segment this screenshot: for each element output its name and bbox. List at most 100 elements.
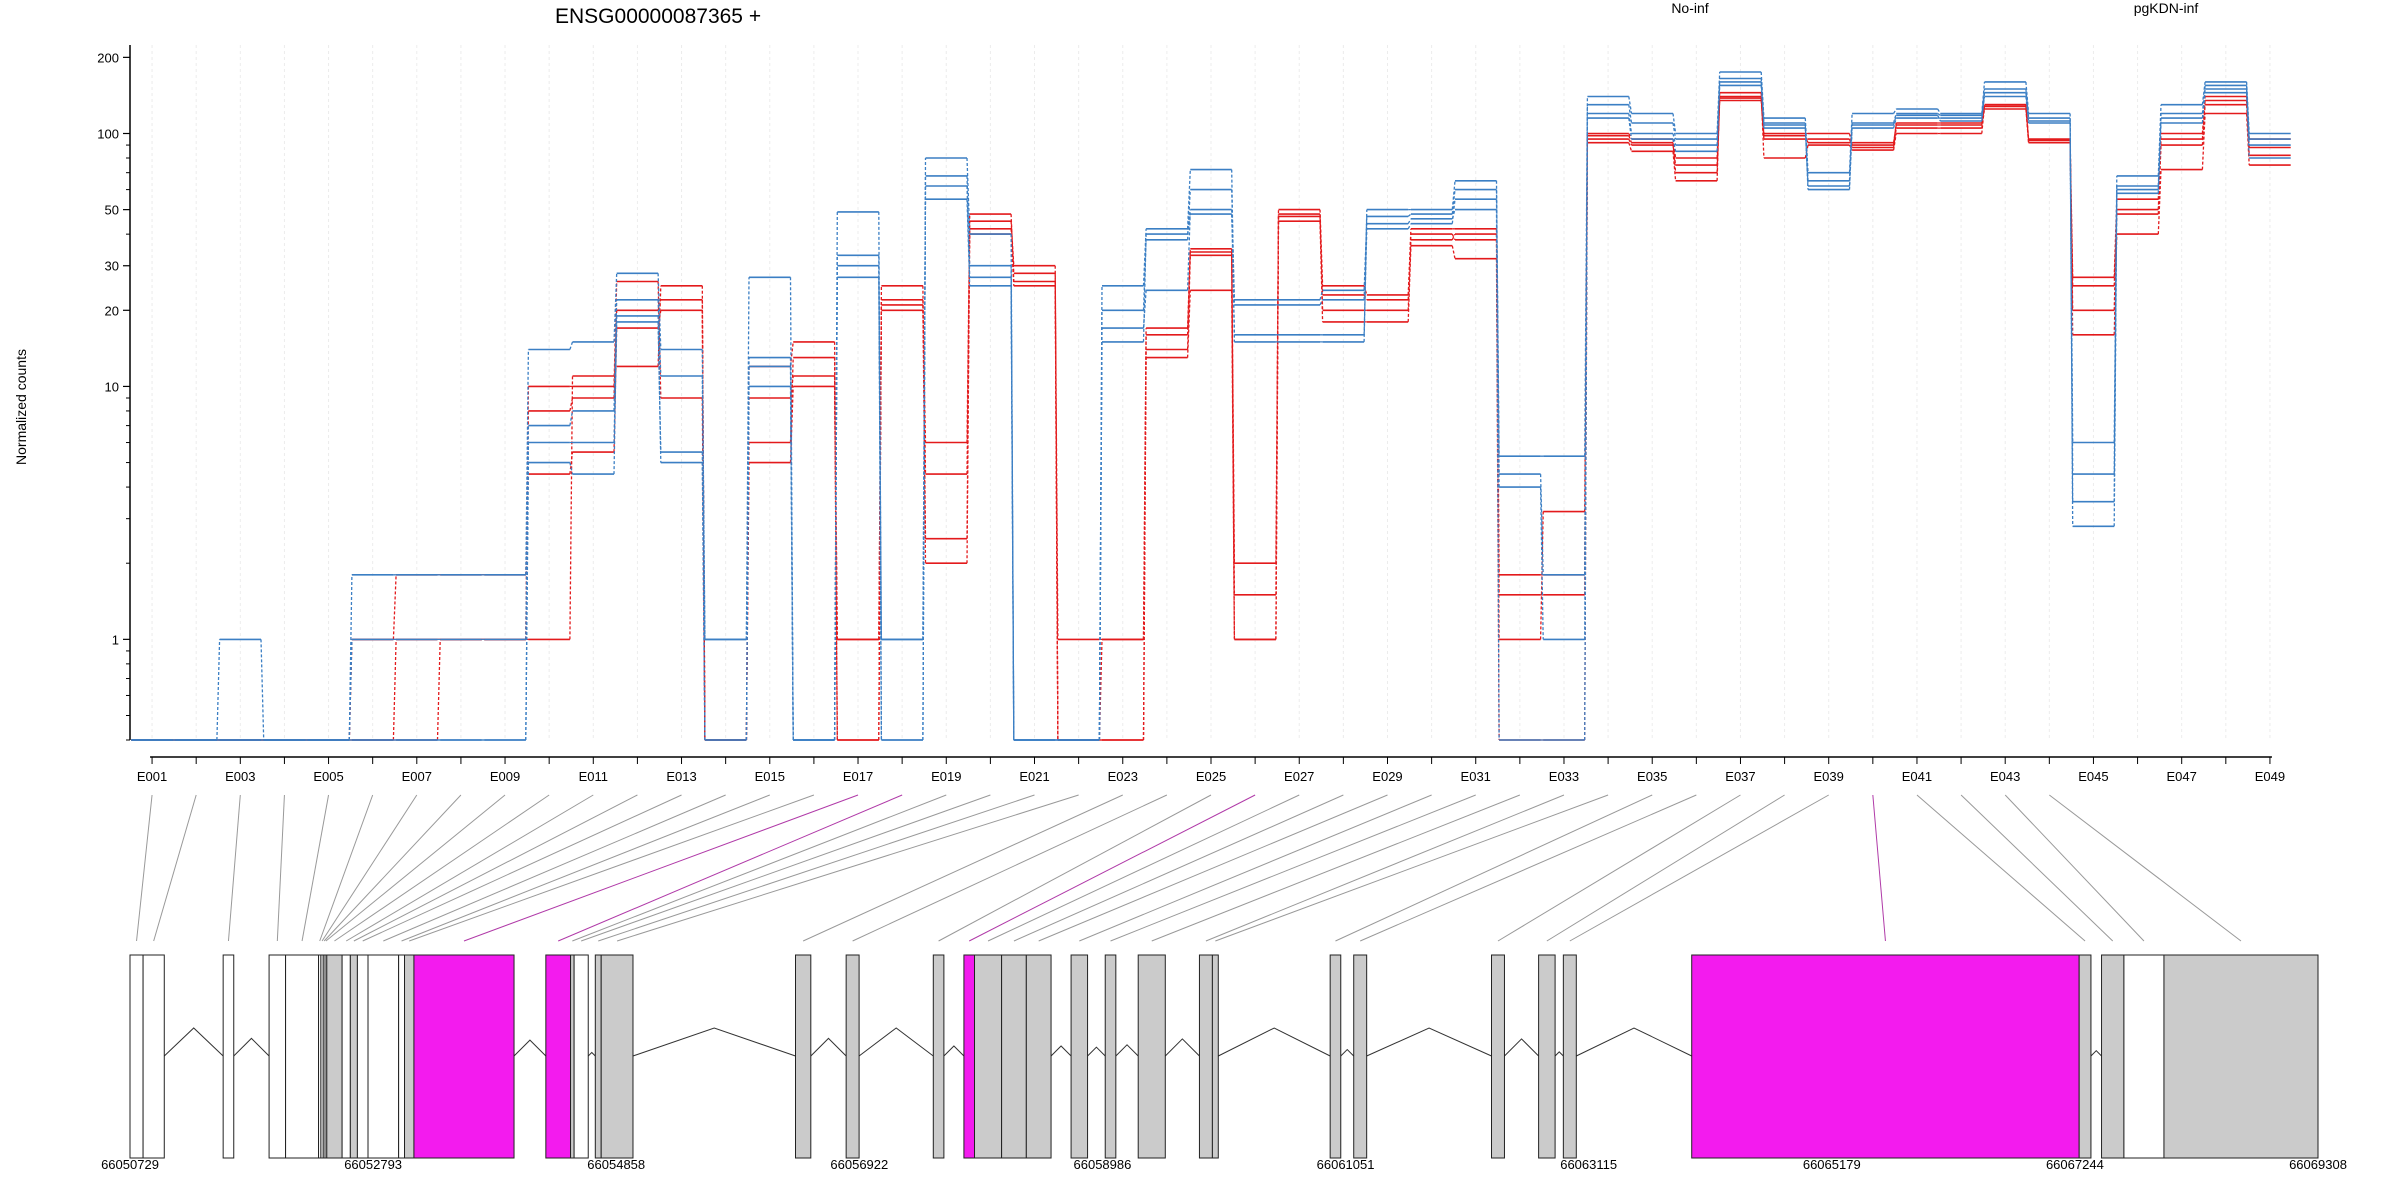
- exon-tick-label: E041: [1902, 769, 1932, 784]
- exon-connector: [1546, 794, 1785, 942]
- exon-tick-label: E047: [2167, 769, 2197, 784]
- exon-connector: [1013, 794, 1344, 942]
- intron-line: [1115, 1044, 1139, 1057]
- exon-tick-label: E021: [1019, 769, 1049, 784]
- exon-tick-label: E037: [1725, 769, 1755, 784]
- exon-tick-label: E007: [402, 769, 432, 784]
- exon-block: [795, 954, 812, 1159]
- exon-tick-label: E001: [137, 769, 167, 784]
- exon-block: [1353, 954, 1368, 1159]
- intron-line: [1504, 1038, 1539, 1057]
- exon-block: [222, 954, 235, 1159]
- intron-line: [1087, 1046, 1106, 1057]
- exon-connector: [345, 794, 594, 942]
- genomic-tick-label: 66058986: [1074, 1157, 1132, 1172]
- intron-line: [163, 1027, 224, 1057]
- y-axis-label: Normalized counts: [13, 349, 29, 465]
- exon-block: [341, 954, 351, 1159]
- legend-series-1: No-inf: [1671, 0, 1708, 16]
- y-axis: 1 10 20 30 50 100 200: [97, 45, 131, 741]
- genomic-axis: 66050729 66052793 66054858 66056922 66058986…: [101, 1157, 2347, 1172]
- exon-block: [1070, 954, 1089, 1159]
- exon-block: [600, 954, 634, 1159]
- exon-connector: [276, 794, 285, 942]
- genomic-tick-label: 66054858: [587, 1157, 645, 1172]
- y-tick-label: 50: [105, 203, 119, 218]
- exon-block: [2078, 954, 2092, 1159]
- exon-connector: [1335, 794, 1653, 942]
- exon-tick-label: E049: [2255, 769, 2285, 784]
- genomic-tick-label: 66056922: [830, 1157, 888, 1172]
- exon-connector: [153, 794, 197, 942]
- exon-connector: [1205, 794, 1565, 942]
- exon-block: [398, 954, 406, 1159]
- intron-line: [632, 1027, 796, 1057]
- exon-connector: [938, 794, 1212, 942]
- intron-line: [2090, 1049, 2102, 1057]
- sample-4: [131, 81, 2291, 741]
- exon-connector: [1359, 794, 1697, 942]
- genomic-tick-label: 66061051: [1317, 1157, 1375, 1172]
- exon-connector: [598, 794, 1035, 942]
- exon-block: [1025, 954, 1052, 1159]
- exon-tick-label: E023: [1108, 769, 1138, 784]
- exon-connector: [1960, 794, 2114, 942]
- exon-connector: [401, 794, 770, 942]
- exon-tick-label: E031: [1461, 769, 1491, 784]
- exon-connector: [580, 794, 991, 942]
- exon-block: [1691, 954, 2080, 1159]
- exon-connector: [572, 794, 947, 942]
- series-2: [131, 71, 2291, 741]
- exon-block: [1001, 954, 1027, 1159]
- intron-line: [513, 1039, 547, 1057]
- exon-connector: [1038, 794, 1388, 942]
- exon-block: [1198, 954, 1213, 1159]
- legend-series-2: pgKDN-inf: [2134, 0, 2199, 16]
- exon-connector: [227, 794, 241, 942]
- exon-tick-label: E027: [1284, 769, 1314, 784]
- genomic-tick-label: 66069308: [2289, 1157, 2347, 1172]
- y-tick-label: 1: [112, 632, 119, 647]
- exon-block: [268, 954, 287, 1159]
- exon-connector: [2004, 794, 2145, 942]
- gene-model: [129, 954, 2319, 1159]
- grid: [151, 45, 2271, 740]
- genomic-tick-label: 66050729: [101, 1157, 159, 1172]
- exon-tick-label: E043: [1990, 769, 2020, 784]
- exon-connector: [1872, 794, 1886, 942]
- exon-tick-label: E029: [1372, 769, 1402, 784]
- exon-tick-label: E017: [843, 769, 873, 784]
- exon-tick-label: E019: [931, 769, 961, 784]
- exon-tick-label: E045: [2078, 769, 2108, 784]
- exon-block: [2123, 954, 2165, 1159]
- exon-block: [142, 954, 165, 1159]
- exon-tick-label: E013: [666, 769, 696, 784]
- exon-connector: [802, 794, 1123, 942]
- intron-line: [943, 1045, 965, 1057]
- genomic-tick-label: 66063115: [1560, 1157, 1617, 1172]
- exon-block: [129, 954, 144, 1159]
- genomic-tick-label: 66065179: [1803, 1157, 1861, 1172]
- intron-line: [233, 1037, 270, 1057]
- exon-connector: [334, 794, 550, 942]
- exon-connector: [353, 794, 638, 942]
- exon-connector: [987, 794, 1300, 942]
- exon-tick-label: E015: [755, 769, 785, 784]
- chart-title: ENSG00000087365 +: [555, 5, 761, 28]
- exon-connector: [1916, 794, 2086, 942]
- exon-block: [356, 954, 369, 1159]
- exon-connector: [409, 794, 815, 942]
- exon-connector: [325, 794, 506, 942]
- exon-block: [413, 954, 515, 1159]
- exon-block: [845, 954, 860, 1159]
- exon-tick-label: E039: [1814, 769, 1844, 784]
- exon-block: [932, 954, 945, 1159]
- exon-tick-label: E005: [313, 769, 343, 784]
- exon-block: [1491, 954, 1505, 1159]
- exon-block: [1137, 954, 1166, 1159]
- intron-line: [1164, 1038, 1200, 1057]
- exon-block: [2163, 954, 2319, 1159]
- exon-connector: [968, 794, 1256, 942]
- exon-connector: [558, 794, 903, 942]
